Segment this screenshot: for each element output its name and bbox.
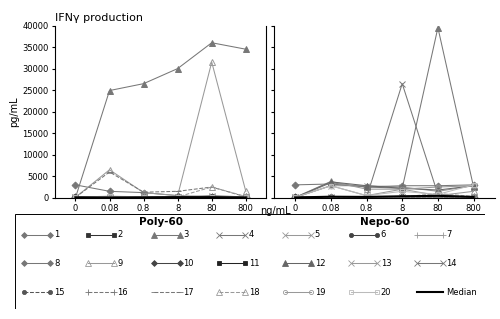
Text: 19: 19 [315, 288, 326, 297]
Text: Median: Median [446, 288, 477, 297]
Text: 18: 18 [249, 288, 260, 297]
Text: IFNγ production: IFNγ production [55, 13, 143, 23]
Text: 9: 9 [118, 259, 122, 268]
Text: 5: 5 [315, 230, 320, 239]
Text: 17: 17 [184, 288, 194, 297]
Text: 15: 15 [54, 288, 64, 297]
Text: 6: 6 [380, 230, 386, 239]
Text: 3: 3 [184, 230, 188, 239]
Text: 16: 16 [118, 288, 128, 297]
Text: 14: 14 [446, 259, 457, 268]
Text: 4: 4 [249, 230, 254, 239]
Text: 20: 20 [380, 288, 391, 297]
X-axis label: Poly-60: Poly-60 [138, 217, 182, 227]
Text: 7: 7 [446, 230, 452, 239]
X-axis label: Nepo-60: Nepo-60 [360, 217, 409, 227]
Text: 13: 13 [380, 259, 392, 268]
Text: 12: 12 [315, 259, 326, 268]
Text: 10: 10 [184, 259, 194, 268]
Text: ng/mL: ng/mL [260, 206, 290, 216]
Text: 8: 8 [54, 259, 60, 268]
Text: 1: 1 [54, 230, 60, 239]
Text: 2: 2 [118, 230, 122, 239]
Text: 11: 11 [249, 259, 260, 268]
Y-axis label: pg/mL: pg/mL [10, 96, 20, 127]
